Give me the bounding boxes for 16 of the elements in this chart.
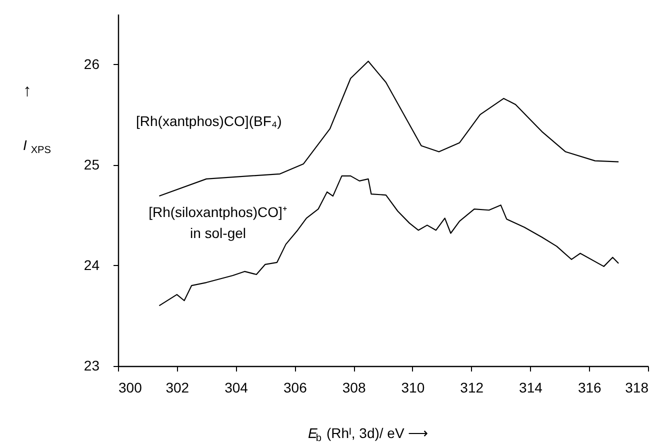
x-tick-label: 302	[166, 380, 190, 396]
text: [Rh(xantphos)CO](BF₄)	[136, 113, 282, 129]
x-tick-label: 316	[578, 380, 602, 396]
y-tick-label: 24	[84, 256, 100, 273]
x-tick-label: 304	[224, 380, 248, 396]
x-tick-label: 310	[401, 380, 425, 396]
series-label: [Rh(siloxantphos)CO]⁺ in sol-gel	[148, 204, 288, 241]
y-tick-label: 23	[84, 358, 100, 374]
x-tick-label: 306	[283, 380, 308, 396]
y-tick-label: 26	[84, 56, 100, 72]
x-tick-label: 318	[625, 380, 649, 396]
x-tick-label: 312	[460, 380, 484, 396]
x-tick-label: 308	[342, 380, 366, 396]
y-tick-label: 25	[84, 156, 100, 172]
x-tick-label: 314	[519, 380, 543, 396]
x-tick-label: 300	[118, 380, 142, 396]
